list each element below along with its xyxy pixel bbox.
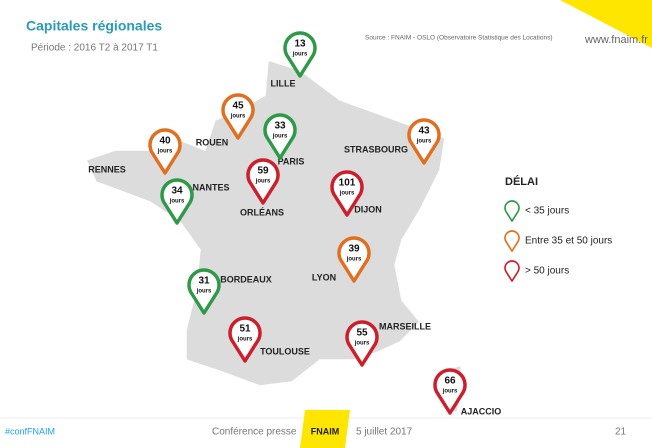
legend-label: Entre 35 et 50 jours <box>525 236 612 247</box>
city-pin <box>246 158 280 205</box>
city-pin <box>160 178 194 225</box>
city-pin <box>187 268 221 315</box>
city-label: BORDEAUX <box>220 274 272 284</box>
legend-label: > 50 jours <box>525 266 569 277</box>
city-value: 59 <box>257 166 269 177</box>
source: Source : FNAIM - OSLO (Observatoire Stat… <box>365 35 553 42</box>
city-unit: jours <box>354 341 370 347</box>
city-pin <box>148 128 182 175</box>
city-pin <box>337 236 371 283</box>
city-value: 43 <box>418 126 430 137</box>
city-label: ROUEN <box>196 137 229 147</box>
city-label: NANTES <box>192 182 229 192</box>
city-value: 51 <box>239 324 251 335</box>
city-unit: jours <box>157 149 173 155</box>
city-value: 101 <box>339 178 356 189</box>
city-unit: jours <box>346 257 362 263</box>
city-unit: jours <box>196 289 212 295</box>
city-pin <box>345 320 379 367</box>
city-pin <box>221 93 255 140</box>
footer-page: 21 <box>615 427 627 438</box>
city-label: RENNES <box>88 164 126 174</box>
city-unit: jours <box>442 389 458 395</box>
city-unit: jours <box>416 139 432 145</box>
city-value: 13 <box>294 39 306 50</box>
city-label: TOULOUSE <box>260 346 310 356</box>
city-unit: jours <box>339 191 355 197</box>
city-unit: jours <box>292 52 308 58</box>
city-value: 55 <box>356 328 368 339</box>
city-value: 66 <box>444 376 456 387</box>
city-pin <box>283 31 317 78</box>
city-value: 34 <box>171 186 183 197</box>
city-unit: jours <box>272 134 288 140</box>
city-pin <box>330 170 364 217</box>
city-label: LILLE <box>271 78 296 88</box>
footer-logo-shape <box>300 410 350 448</box>
city-label: ORLÉANS <box>240 207 284 217</box>
city-unit: jours <box>230 114 246 120</box>
city-label: AJACCIO <box>461 406 502 416</box>
corner-accent <box>560 0 652 48</box>
legend-label: < 35 jours <box>525 206 569 217</box>
city-pin <box>228 316 262 363</box>
city-pin <box>433 368 467 415</box>
city-unit: jours <box>169 199 185 205</box>
legend-pin <box>504 230 520 252</box>
footer-date: 5 juillet 2017 <box>356 427 413 438</box>
legend-title: DÉLAI <box>505 175 538 188</box>
city-pin <box>407 118 441 165</box>
city-label: LYON <box>312 272 336 282</box>
city-label: STRASBOURG <box>344 144 408 154</box>
footer-logo: FNAIM <box>311 426 340 436</box>
legend-pin <box>504 200 520 222</box>
city-value: 33 <box>274 121 286 132</box>
website: www.fnaim.fr <box>584 34 648 46</box>
title: Capitales régionales <box>26 18 162 34</box>
city-unit: jours <box>237 337 253 343</box>
city-value: 31 <box>198 276 210 287</box>
legend-pin <box>504 260 520 282</box>
city-pin <box>263 113 297 160</box>
city-label: MARSEILLE <box>379 321 431 331</box>
subtitle: Période : 2016 T2 à 2017 T1 <box>31 43 158 54</box>
city-label: DIJON <box>354 204 382 214</box>
city-value: 40 <box>159 136 171 147</box>
city-unit: jours <box>255 179 271 185</box>
footer-hashtag: #confFNAIM <box>5 426 55 436</box>
city-value: 45 <box>232 101 244 112</box>
city-value: 39 <box>348 244 360 255</box>
footer-event: Conférence presse <box>212 427 297 438</box>
city-label: PARIS <box>278 156 305 166</box>
